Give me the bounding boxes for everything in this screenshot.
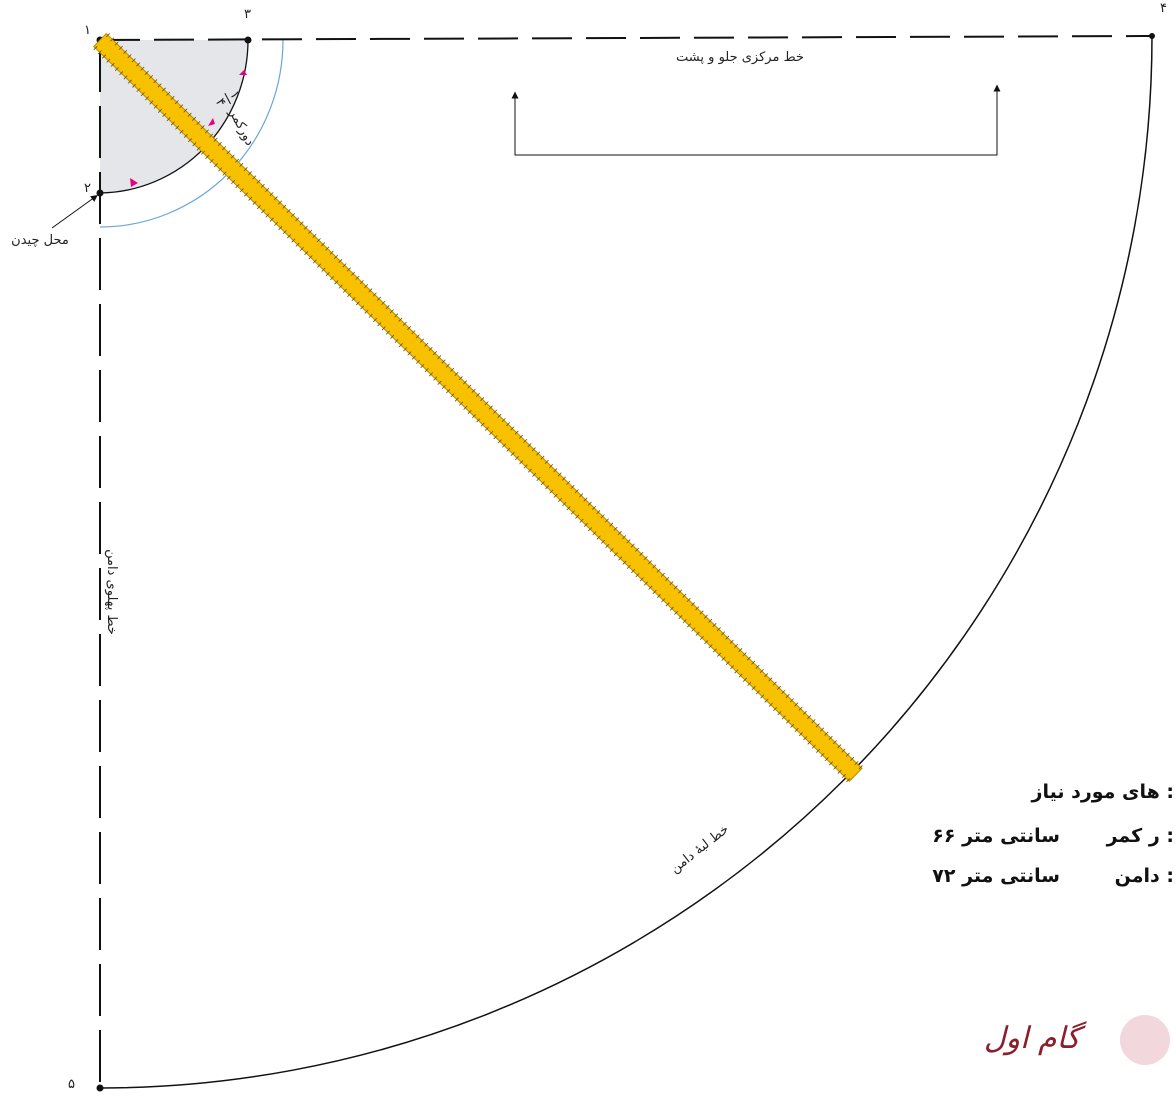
fraction-bar (224, 93, 231, 105)
cut-place-label: محل چیدن (11, 233, 69, 248)
point-label: ۱ (84, 23, 91, 38)
hem-line-label: خط لبهٔ دامن (668, 822, 732, 877)
point-label: ۵ (68, 1077, 75, 1092)
cut-arrow (51, 194, 98, 229)
hem-line (99, 35, 1153, 1089)
measurements-title: های مورد نیاز : (1031, 781, 1175, 803)
measurement-label: ر کمر : (1106, 825, 1174, 847)
ruler (93, 32, 864, 784)
fraction-text: دورکمر (225, 106, 257, 149)
logo-text: گام اول (984, 1021, 1087, 1056)
measurement-value: ۶۶ سانتی متر (932, 825, 1060, 847)
fold-arrow (511, 84, 1001, 156)
measurement-label: دامن : (1115, 865, 1174, 887)
center-line (99, 35, 1153, 41)
point-label: ۳ (244, 7, 251, 22)
direction-arrows (130, 70, 247, 187)
point-label: ۴ (1160, 1, 1167, 16)
measurement-value: ۷۲ سانتی متر (932, 865, 1060, 887)
logo-icon (1120, 1015, 1170, 1065)
point-label: ۲ (84, 181, 91, 196)
center-line-label: خط مرکزی جلو و پشت (676, 50, 804, 65)
side-line-label: خط پهلوی دامن (104, 549, 119, 635)
